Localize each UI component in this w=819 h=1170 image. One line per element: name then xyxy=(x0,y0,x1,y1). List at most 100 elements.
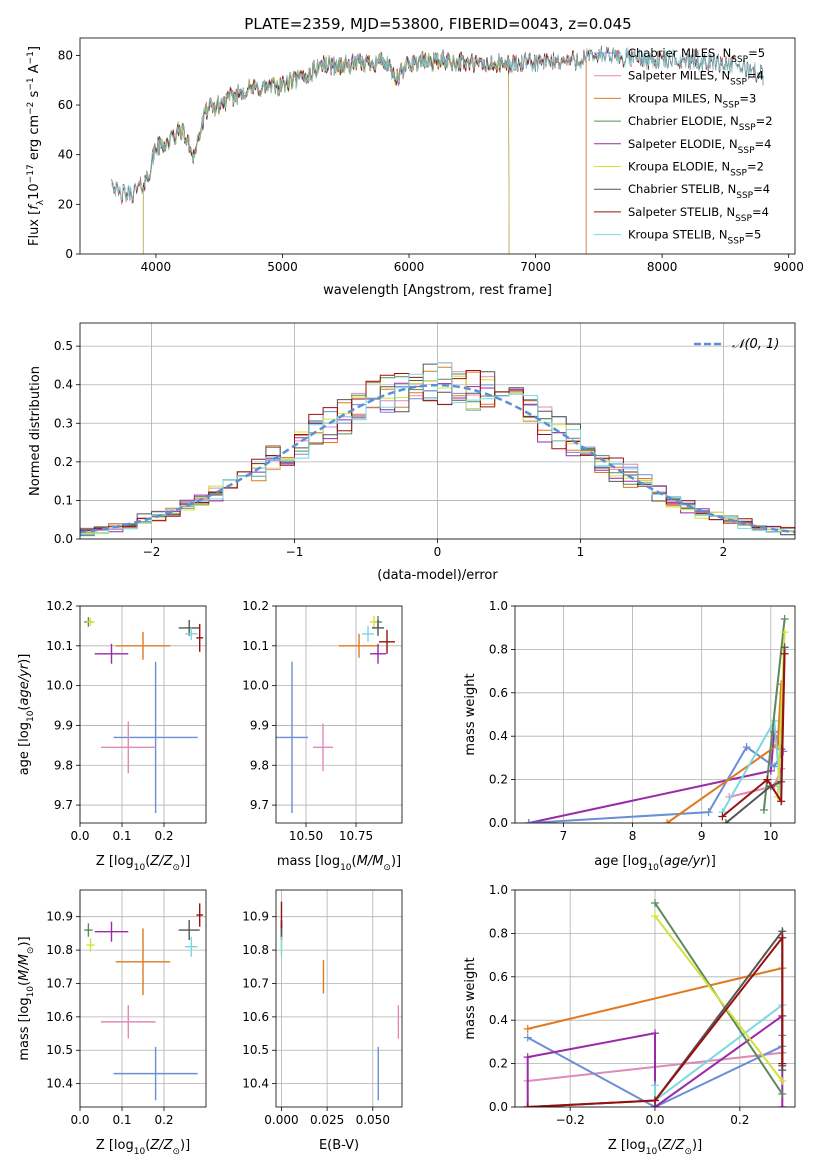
y-tick-label: 10.9 xyxy=(242,910,269,924)
axes-frame xyxy=(79,37,796,255)
y-tick-label: 10.5 xyxy=(46,1043,73,1057)
y-tick-label: 0.4 xyxy=(489,1013,508,1027)
chart-mass_vs_Z: 0.0 0.1 0.2 10.4 10.5 10.6 10.7 10.8 10.9 Z [log1… xyxy=(17,889,207,1157)
y-tick-label: 10.4 xyxy=(46,1077,73,1091)
axes-frame xyxy=(79,322,796,540)
chart-age_vs_Z: 0.0 0.1 0.2 9.7 9.8 9.9 10.0 10.1 10.2 Z [log10(Z… xyxy=(17,599,207,873)
weight-marker xyxy=(777,797,786,806)
y-tick-label: 80 xyxy=(58,48,73,62)
y-tick-label: 10.1 xyxy=(46,639,73,653)
y-tick-label: 0.2 xyxy=(54,455,73,469)
y-axis-label: Normed distribution xyxy=(28,366,43,496)
chart-residuals: −2 −1 0 1 2 0.0 0.1 0.2 0.3 0.4 0.5 𝒩(0, 1) (data-mo… xyxy=(28,322,796,583)
y-axis-label: mass weight xyxy=(463,957,478,1039)
y-tick-label: 0.2 xyxy=(489,1057,508,1071)
x-axis-label: Z [log10(Z/Z⊙)] xyxy=(96,1138,190,1157)
y-tick-label: 0.3 xyxy=(54,416,73,430)
weight-marker xyxy=(704,808,713,817)
legend-label: Salpeter STELIB, NSSP=4 xyxy=(628,205,769,224)
x-tick-label: 0.025 xyxy=(310,1113,344,1127)
x-tick-label: 5000 xyxy=(267,260,298,274)
x-tick-label: 7 xyxy=(560,829,568,843)
y-tick-label: 0.6 xyxy=(489,686,508,700)
x-tick-label: 4000 xyxy=(141,260,172,274)
plot-area xyxy=(84,903,204,1101)
legend-label: Kroupa MILES, NSSP=3 xyxy=(628,91,756,110)
y-tick-label: 1.0 xyxy=(489,883,508,897)
x-tick-label: 10.75 xyxy=(339,829,373,843)
y-tick-label: 10.8 xyxy=(242,943,269,957)
x-axis-label: Z [log10(Z/Z⊙)] xyxy=(608,1138,702,1157)
y-tick-label: 10.8 xyxy=(46,943,73,957)
legend: Chabrier MILES, NSSP=5 Salpeter MILES, NS… xyxy=(594,46,773,247)
weight-marker xyxy=(523,1024,532,1033)
axes-frame xyxy=(514,605,796,824)
weight-marker xyxy=(742,743,751,752)
weight-marker xyxy=(780,649,789,658)
plot-area xyxy=(111,45,764,254)
legend-label: Kroupa STELIB, NSSP=5 xyxy=(628,228,761,247)
x-tick-label: 8 xyxy=(629,829,637,843)
chart-weight_vs_age: 7 8 9 10 0.0 0.2 0.4 0.6 0.8 1.0 age [log10(age/yr… xyxy=(463,599,796,873)
spectrum-line xyxy=(111,49,587,254)
y-tick-label: 9.7 xyxy=(54,798,73,812)
x-axis-label: E(B-V) xyxy=(319,1138,359,1153)
y-tick-label: 60 xyxy=(58,98,73,112)
weight-marker xyxy=(780,628,789,637)
y-tick-label: 1.0 xyxy=(489,599,508,613)
y-axis-label: age [log10(age/yr)] xyxy=(17,654,36,776)
y-tick-label: 9.9 xyxy=(54,718,73,732)
gaussian-curve xyxy=(80,383,795,534)
plot-area xyxy=(80,362,795,537)
weight-line xyxy=(527,934,784,1107)
y-tick-label: 0.5 xyxy=(54,339,73,353)
x-tick-label: 0.050 xyxy=(356,1113,390,1127)
x-tick-label: 0.0 xyxy=(70,829,89,843)
y-tick-label: 0.6 xyxy=(489,970,508,984)
chart-weight_vs_Z: −0.2 0.0 0.2 0.0 0.2 0.4 0.6 0.8 1.0 Z [log10(Z/Z… xyxy=(463,883,796,1157)
y-tick-label: 0.4 xyxy=(54,378,73,392)
weight-marker xyxy=(759,805,768,814)
x-tick-label: 10.50 xyxy=(289,829,323,843)
x-tick-label: 0.2 xyxy=(154,1113,173,1127)
x-tick-label: 0 xyxy=(434,545,442,559)
y-tick-label: 9.8 xyxy=(250,758,269,772)
y-tick-label: 9.9 xyxy=(250,718,269,732)
plot-area xyxy=(524,615,789,823)
legend-label: Salpeter MILES, NSSP=4 xyxy=(628,69,764,88)
y-tick-label: 10.9 xyxy=(46,910,73,924)
grid xyxy=(79,890,206,1107)
y-tick-label: 0.0 xyxy=(54,532,73,546)
weight-marker xyxy=(778,933,787,942)
figure-title: PLATE=2359, MJD=53800, FIBERID=0043, z=0… xyxy=(244,15,631,33)
x-tick-label: 0.0 xyxy=(70,1113,89,1127)
x-tick-label: 0.000 xyxy=(264,1113,298,1127)
spectrum-line xyxy=(142,51,510,254)
weight-marker xyxy=(651,1096,659,1105)
weight-marker xyxy=(778,1076,787,1085)
y-tick-label: 0.8 xyxy=(489,642,508,656)
y-tick-label: 10.0 xyxy=(242,679,269,693)
y-tick-label: 10.7 xyxy=(46,976,73,990)
legend-label: 𝒩(0, 1) xyxy=(732,337,779,352)
weight-marker xyxy=(651,1029,659,1038)
y-tick-label: 20 xyxy=(58,197,73,211)
legend-label: Kroupa ELODIE, NSSP=2 xyxy=(628,160,764,179)
y-tick-label: 10.6 xyxy=(242,1010,269,1024)
chart-spectrum: 4000 5000 6000 7000 8000 9000 0 20 40 60 80 Chabrie… xyxy=(26,37,804,298)
x-tick-label: 0.2 xyxy=(154,829,173,843)
y-tick-label: 40 xyxy=(58,148,73,162)
y-tick-label: 0.8 xyxy=(489,926,508,940)
grid xyxy=(276,605,402,823)
weight-marker xyxy=(524,819,533,823)
y-tick-label: 10.4 xyxy=(242,1077,269,1091)
x-tick-label: 9 xyxy=(698,829,706,843)
x-tick-label: −2 xyxy=(143,545,161,559)
axes-frame xyxy=(79,605,207,824)
weight-marker xyxy=(523,1033,532,1042)
x-tick-label: −0.2 xyxy=(556,1113,585,1127)
y-axis-label: Flux [fλ10−17 erg cm−2 s−1 A−1] xyxy=(26,46,46,246)
axes-frame xyxy=(514,889,796,1108)
weight-marker xyxy=(663,819,672,823)
